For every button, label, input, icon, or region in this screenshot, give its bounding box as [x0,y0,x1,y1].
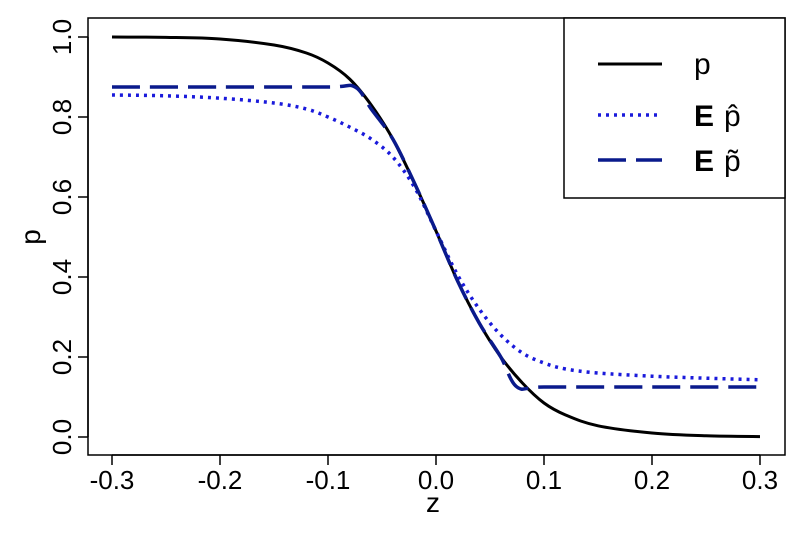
series-line-0 [111,35,761,439]
y-axis-title: p [15,229,46,245]
legend-label-bold-2: E [694,145,714,178]
y-tick-label: 0.6 [47,179,77,215]
x-tick-label: 0.1 [526,465,562,495]
legend-box [563,17,786,199]
series-line-2 [112,83,760,391]
legend-label-2: p̃ [724,145,741,178]
x-tick-label: -0.1 [306,465,351,495]
legend: pE p̂E p̃ [563,17,786,199]
y-tick-label: 0.2 [47,339,77,375]
x-tick-label: -0.2 [198,465,243,495]
y-tick-label: 0.0 [47,419,77,455]
x-tick-label: 0.2 [634,465,670,495]
y-axis: 0.0 0.2 0.4 0.6 0.8 1.0 [47,19,89,455]
x-tick-label: 0.3 [742,465,778,495]
y-tick-label: 0.4 [47,259,77,295]
x-axis-title: z [426,487,440,518]
y-tick-label: 0.8 [47,99,77,135]
legend-label-1: p̂ [724,100,741,133]
legend-label-bold-1: E [694,100,714,133]
series-layer [111,35,761,439]
x-axis: -0.3 -0.2 -0.1 0.0 0.1 0.2 0.3 [90,454,778,495]
y-tick-label: 1.0 [47,19,77,55]
x-tick-label: 0.0 [418,465,454,495]
x-tick-label: -0.3 [90,465,135,495]
legend-label-0: p [694,48,711,81]
series-line-1 [111,93,761,382]
